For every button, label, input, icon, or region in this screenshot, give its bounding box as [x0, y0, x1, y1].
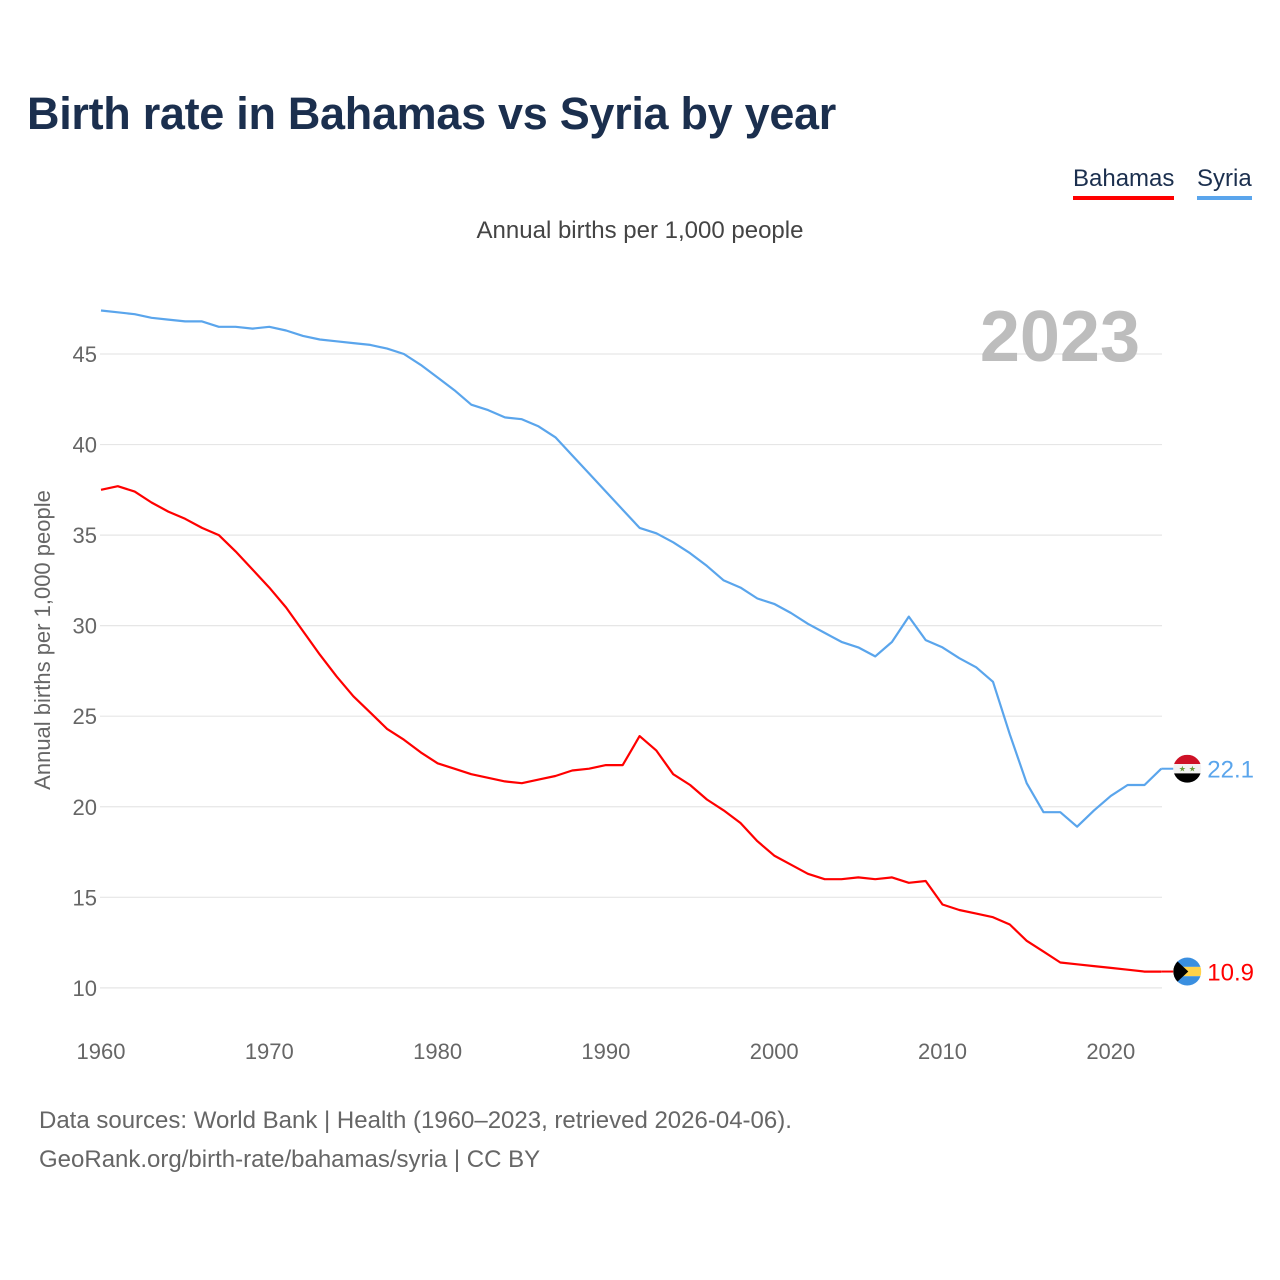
- source-url[interactable]: GeoRank.org/birth-rate/bahamas/syria | C…: [39, 1146, 541, 1173]
- y-tick-label: 10: [73, 976, 97, 1001]
- chart-title: Birth rate in Bahamas vs Syria by year: [27, 88, 836, 139]
- x-tick-label: 1980: [413, 1039, 462, 1064]
- x-tick-label: 2020: [1086, 1039, 1135, 1064]
- series-line-bahamas: [100, 485, 1162, 973]
- x-tick-label: 1970: [245, 1039, 294, 1064]
- y-tick-label: 45: [73, 342, 97, 367]
- legend-item-syria[interactable]: Syria: [1197, 165, 1252, 200]
- end-value-label-syria: 22.1: [1207, 757, 1254, 784]
- x-tick-label: 1960: [77, 1039, 126, 1064]
- y-tick-label: 35: [73, 523, 97, 548]
- y-axis-label: Annual births per 1,000 people: [30, 490, 55, 790]
- legend-item-bahamas[interactable]: Bahamas: [1073, 165, 1175, 200]
- end-value-label-bahamas: 10.9: [1207, 960, 1254, 987]
- x-tick-label: 1990: [581, 1039, 630, 1064]
- year-label: 2023: [980, 297, 1140, 377]
- chart-subtitle: Annual births per 1,000 people: [476, 217, 804, 244]
- svg-text:★: ★: [1179, 765, 1186, 774]
- y-tick-label: 30: [73, 614, 97, 639]
- x-tick-label: 2000: [750, 1039, 799, 1064]
- y-tick-label: 25: [73, 704, 97, 729]
- syria-flag-icon: ★ ★: [1173, 754, 1202, 783]
- x-tick-label: 2010: [918, 1039, 967, 1064]
- y-tick-label: 15: [73, 885, 97, 910]
- data-source: Data sources: World Bank | Health (1960–…: [39, 1107, 792, 1134]
- y-tick-label: 20: [73, 795, 97, 820]
- bahamas-flag-icon: [1173, 957, 1202, 986]
- svg-text:★: ★: [1189, 765, 1196, 774]
- series-line-syria: [100, 309, 1163, 828]
- y-tick-label: 40: [73, 433, 97, 458]
